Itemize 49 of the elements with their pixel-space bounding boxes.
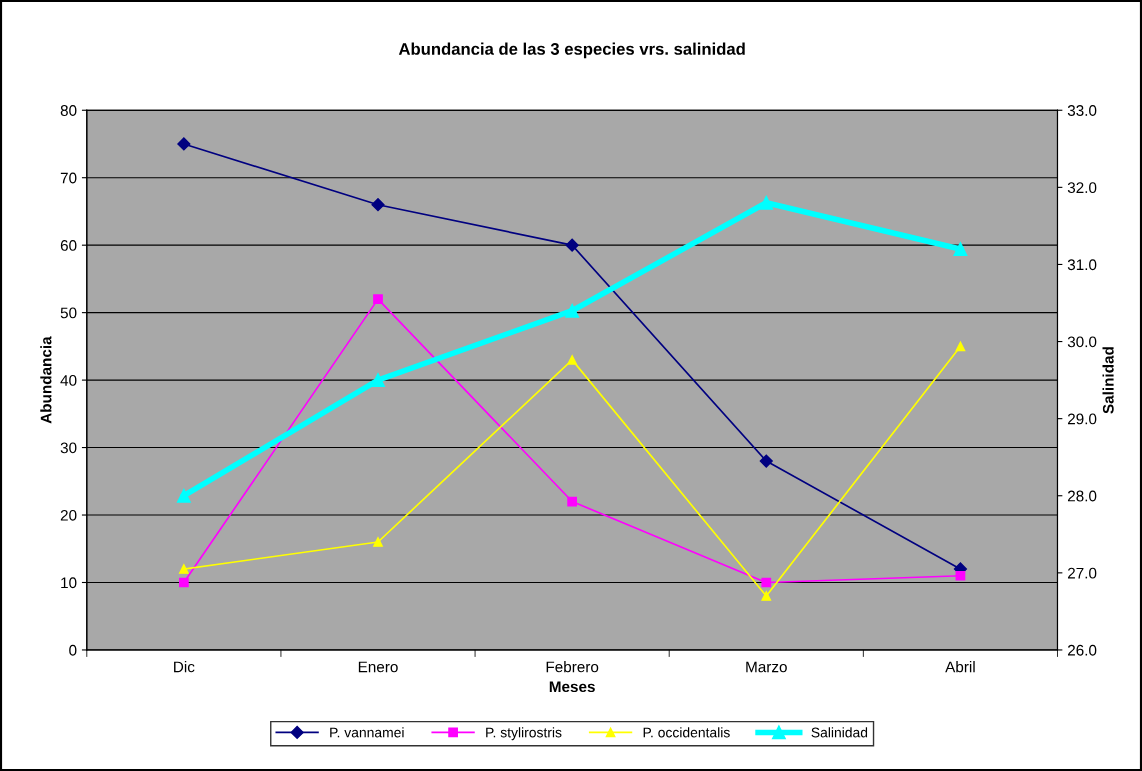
x-tick-label: Dic (174, 661, 195, 673)
x-axis-title: Meses (549, 681, 595, 693)
point (761, 591, 772, 601)
y-axis-title: Abundancia (40, 336, 52, 424)
legend-label: P. stylirostris (486, 727, 562, 741)
y-tick-label: 60 (60, 240, 77, 251)
y-tick-label: 40 (60, 374, 77, 386)
y-tick-label: 30 (60, 442, 77, 454)
y2-tick-label: 28.0 (1067, 490, 1097, 502)
y-tick-label: 70 (60, 172, 77, 184)
y2-tick-label: 33.0 (1067, 105, 1097, 116)
point (371, 198, 385, 212)
x-tick-label: Febrero (546, 661, 599, 673)
y2-axis-title: Salinidad (1102, 347, 1114, 414)
legend-label: P. occidentalis (643, 727, 730, 738)
point (953, 242, 968, 256)
point (179, 564, 189, 574)
y2-tick-label: 32.0 (1067, 182, 1097, 194)
point (759, 454, 773, 468)
legend-label: P. vannamei (330, 727, 404, 738)
x-tick-label: Enero (358, 661, 398, 673)
point (371, 373, 385, 388)
point (759, 195, 774, 210)
point (373, 294, 383, 305)
point (179, 577, 189, 588)
y-tick-label: 20 (60, 509, 77, 521)
x-tick-label: Marzo (746, 661, 787, 673)
legend-label: Salinidad (811, 727, 868, 738)
y2-tick-label: 31.0 (1067, 259, 1097, 271)
point (176, 488, 191, 503)
y2-tick-label: 26.0 (1067, 644, 1097, 656)
point (567, 355, 578, 365)
chart-title: Abundancia de las 3 especies vrs. salinidad (398, 42, 745, 59)
y2-tick-label: 29.0 (1067, 413, 1097, 425)
point (567, 496, 578, 507)
y2-tick-label: 27.0 (1067, 567, 1097, 579)
y-tick-label: 10 (61, 577, 77, 589)
x-tick-label: Abril (945, 661, 975, 673)
y-tick-label: 0 (69, 644, 77, 656)
point (565, 238, 579, 252)
y2-tick-label: 30.0 (1067, 336, 1097, 348)
point (955, 570, 966, 581)
point (177, 137, 191, 151)
point (761, 577, 772, 588)
point (373, 537, 383, 547)
y-tick-label: 50 (60, 307, 77, 319)
point (955, 341, 966, 352)
point (565, 303, 580, 318)
y-tick-label: 80 (60, 105, 77, 116)
